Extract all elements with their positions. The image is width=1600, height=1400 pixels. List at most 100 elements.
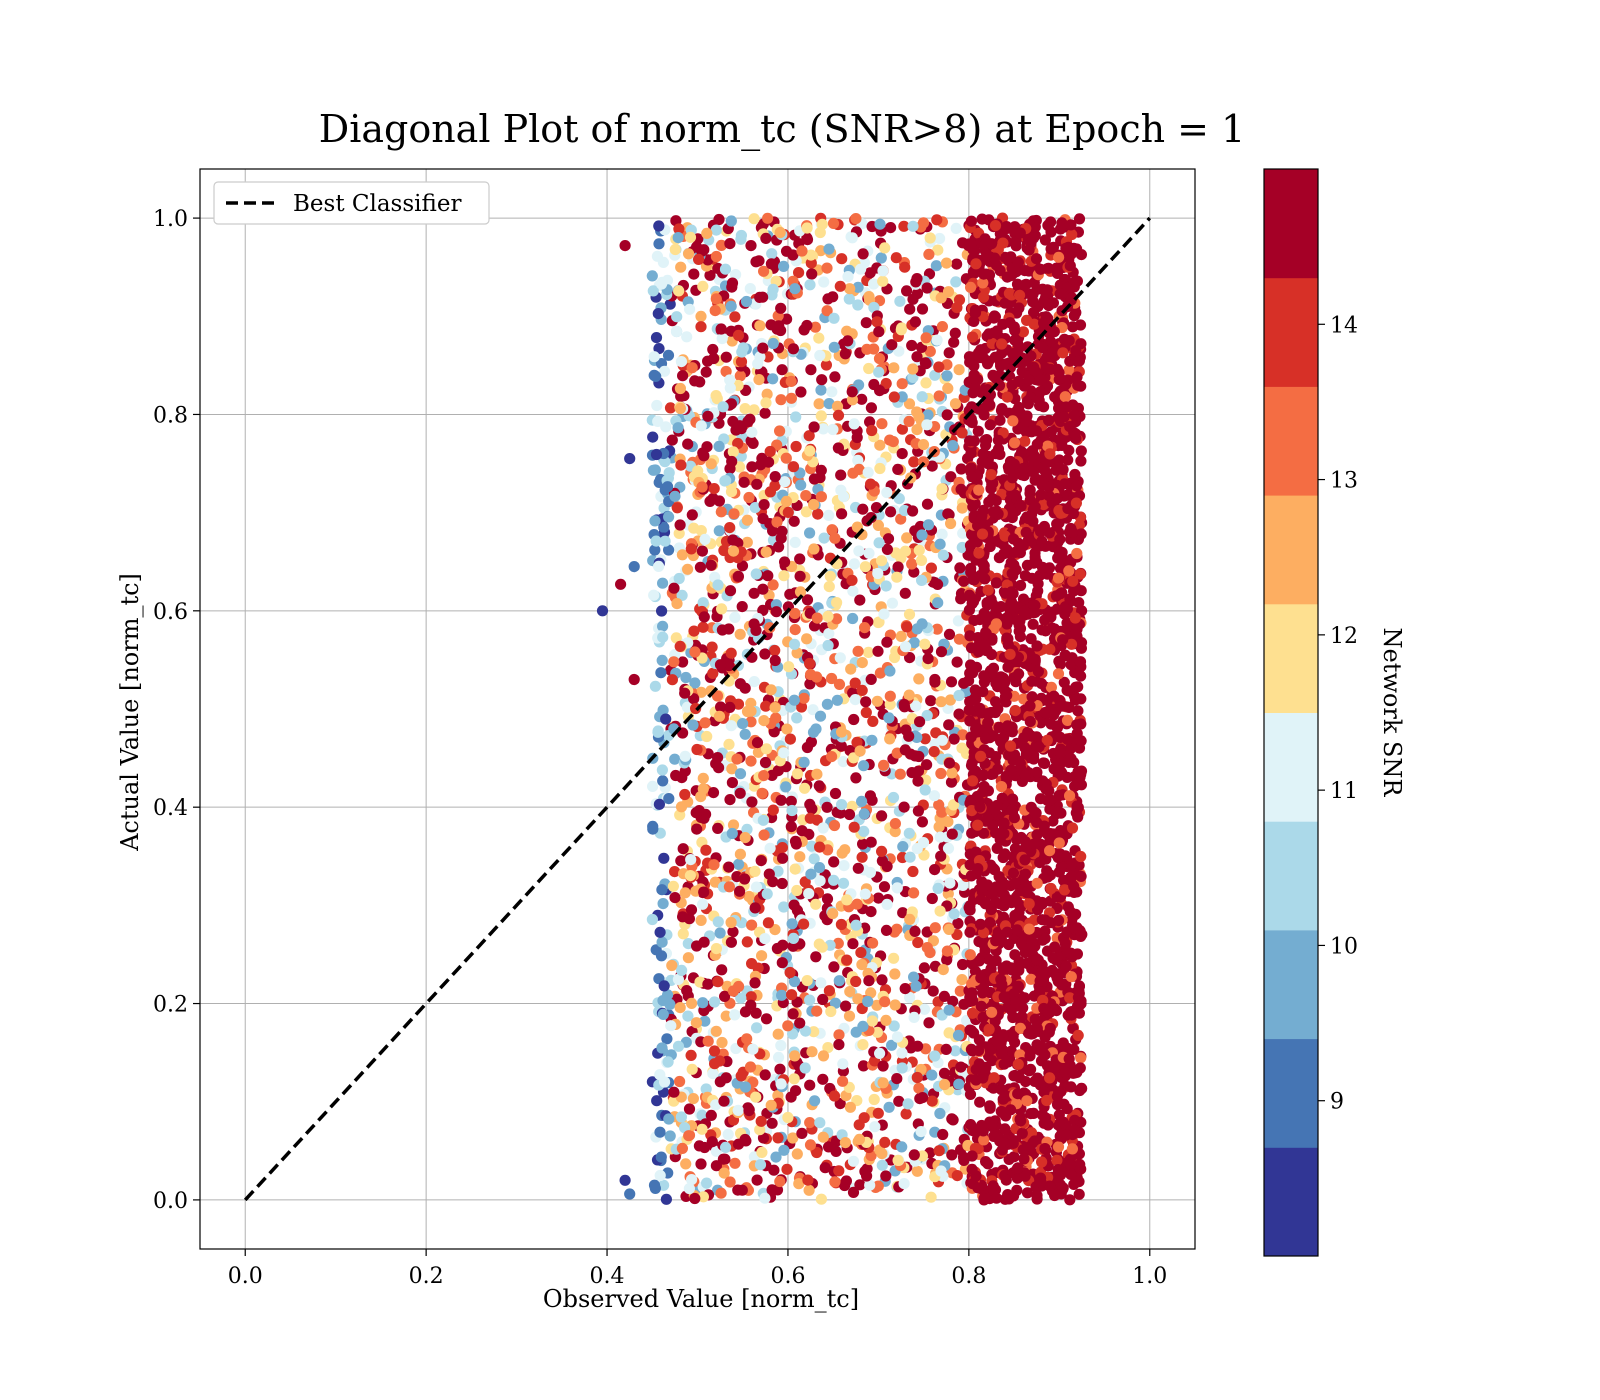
scatter-point [776,525,788,538]
scatter-point [1045,882,1057,895]
scatter-point [944,877,956,889]
scatter-point [664,998,676,1011]
scatter-point [964,904,976,916]
scatter-point [761,888,773,900]
scatter-point [1011,924,1023,936]
scatter-point [650,448,663,461]
scatter-point [843,808,856,821]
scatter-point [942,286,955,298]
scatter-point [1041,467,1053,479]
scatter-point [671,311,683,323]
scatter-point [1066,822,1079,834]
scatter-point [1019,265,1031,277]
scatter-point [943,923,955,936]
scatter-point [746,426,758,438]
scatter-point [791,712,803,724]
scatter-point [724,382,736,394]
scatter-point [1052,1141,1065,1153]
scatter-point [990,696,1002,708]
scatter-point [933,390,945,402]
scatter-point [679,750,691,762]
scatter-point [654,1126,666,1138]
scatter-point [966,471,978,483]
scatter-point [1036,561,1049,574]
scatter-point [952,1029,965,1041]
scatter-point [1027,288,1039,300]
scatter-point [976,509,988,521]
scatter-point [1059,478,1071,490]
scatter-point [724,522,736,534]
scatter-point [877,265,889,277]
scatter-point [1014,227,1026,239]
scatter-point [917,217,930,229]
scatter-point [849,677,861,689]
scatter-point [667,880,680,892]
scatter-point [996,403,1008,415]
scatter-point [736,1184,748,1196]
scatter-point [876,1148,888,1160]
scatter-point [1073,213,1086,225]
scatter-point [920,377,932,389]
scatter-point [1013,302,1025,314]
scatter-point [765,684,777,696]
scatter-point [946,1149,958,1161]
scatter-point [1059,391,1071,403]
scatter-point [701,227,713,239]
scatter-point [782,1020,794,1032]
scatter-point [888,391,900,403]
scatter-point [814,349,826,362]
scatter-point [726,455,738,468]
scatter-point [1028,838,1041,850]
scatter-point [815,245,827,257]
scatter-point [831,400,844,412]
scatter-point [950,222,962,234]
scatter-point [922,519,935,531]
scatter-point [815,410,827,422]
scatter-point [837,877,850,889]
scatter-point [745,716,757,728]
scatter-point [650,944,662,956]
scatter-point [1007,1137,1019,1149]
scatter-point [785,795,797,807]
scatter-point [787,932,800,945]
scatter-point [695,686,707,698]
scatter-point [1044,1022,1056,1034]
scatter-point [736,560,749,572]
scatter-point [941,409,953,421]
scatter-point [953,689,965,702]
scatter-point [1047,815,1059,827]
scatter-point [993,552,1006,564]
scatter-point [948,733,960,745]
scatter-point [1017,326,1029,338]
scatter-point [909,925,921,938]
scatter-point [871,316,883,328]
scatter-point [987,1180,999,1192]
scatter-point [981,812,993,824]
scatter-point [823,243,835,255]
scatter-point [984,1100,996,1113]
scatter-point [916,529,928,541]
scatter-point [829,1176,841,1188]
scatter-point [985,483,997,495]
scatter-point [857,248,869,260]
scatter-point [743,1105,755,1117]
scatter-point [917,1092,929,1104]
scatter-point [951,258,963,270]
scatter-point [1048,690,1060,702]
scatter-point [671,598,683,610]
scatter-point [912,1040,924,1052]
scatter-point [674,519,686,531]
scatter-point [801,234,814,246]
scatter-point [955,463,967,475]
scatter-point [983,1023,995,1035]
scatter-point [1064,593,1076,605]
scatter-point [991,325,1003,337]
scatter-point [986,1118,998,1131]
scatter-point [1039,234,1051,246]
scatter-point [688,522,700,534]
scatter-point [1044,448,1056,460]
scatter-point [864,866,877,879]
scatter-point [1034,386,1046,398]
scatter-point [936,483,948,495]
scatter-point [719,990,731,1003]
